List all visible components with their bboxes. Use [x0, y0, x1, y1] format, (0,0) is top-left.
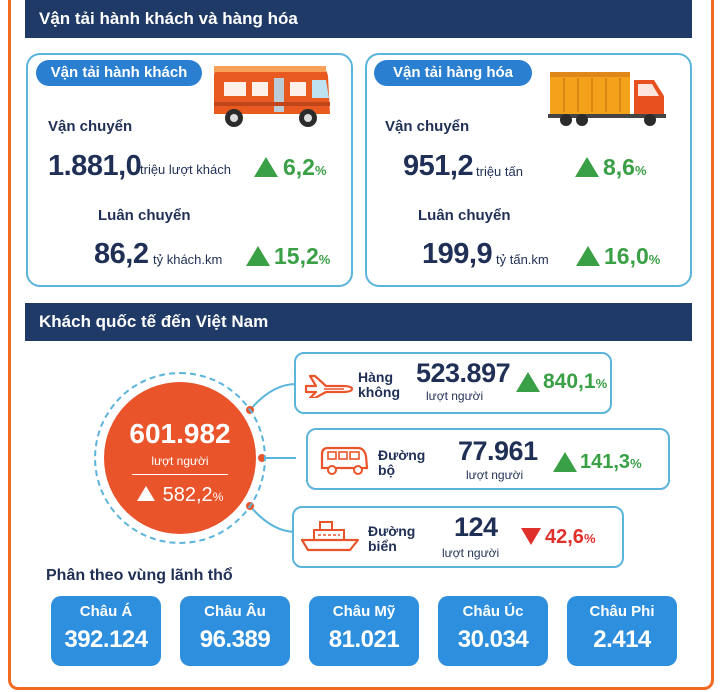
cargo-rotation-value: 199,9 [422, 238, 493, 270]
region-value: 96.389 [199, 626, 271, 653]
region-europe: Châu Âu 96.389 [180, 596, 290, 666]
region-value: 2.414 [593, 626, 651, 653]
region-name: Châu Úc [462, 603, 524, 620]
up-arrow-icon [575, 157, 599, 177]
region-value: 392.124 [64, 626, 148, 653]
passenger-rotation-label: Luân chuyển [98, 207, 191, 224]
mode-air-change: 840,1% [543, 370, 608, 393]
down-arrow-icon [521, 528, 541, 545]
cargo-carried-value: 951,2 [403, 150, 474, 182]
transport-section-header: Vận tải hành khách và hàng hóa [25, 0, 692, 38]
region-australia: Châu Úc 30.034 [438, 596, 548, 666]
visitors-section-header: Khách quốc tế đến Việt Nam [25, 303, 692, 341]
passenger-carried-value: 1.881,0 [48, 150, 142, 182]
total-visitors-ring [94, 372, 266, 544]
mode-sea-unit: lượt người [442, 546, 500, 560]
up-arrow-icon [576, 246, 600, 266]
total-visitors-value: 601.982 [129, 418, 231, 449]
cargo-rotation-label: Luân chuyển [418, 207, 511, 224]
passenger-rotation-value: 86,2 [94, 238, 149, 270]
mode-sea-box [292, 506, 624, 568]
mode-air-unit: lượt người [426, 389, 484, 403]
region-value: 81.021 [328, 626, 400, 653]
mode-air-name: Hàng không [358, 369, 400, 400]
total-visitors-change: 582,2% [104, 484, 256, 507]
van-icon [318, 444, 370, 476]
mode-road-unit: lượt người [466, 468, 524, 482]
mode-road-name: Đường bộ [378, 447, 426, 478]
circle-divider [132, 474, 228, 475]
cargo-carried-label: Vận chuyển [385, 118, 470, 135]
mode-air-value: 523.897 [416, 358, 511, 388]
region-america: Châu Mỹ 81.021 [309, 596, 419, 666]
up-arrow-icon [553, 452, 577, 472]
regions-title: Phân theo vùng lãnh thổ [46, 567, 233, 584]
cargo-carried-change: 8,6% [603, 154, 647, 180]
cargo-rotation-unit: tỷ tấn.km [496, 252, 549, 267]
ship-icon [300, 518, 360, 554]
infographic-frame [8, 0, 714, 690]
mode-sea-value: 124 [454, 512, 498, 542]
region-name: Châu Âu [204, 603, 266, 620]
mode-air-box [294, 352, 612, 414]
up-arrow-icon [246, 246, 270, 266]
airplane-icon [304, 368, 356, 398]
bus-icon [208, 62, 334, 130]
region-value: 30.034 [457, 626, 529, 653]
cargo-carried-unit: triệu tấn [476, 164, 523, 179]
region-name: Châu Mỹ [332, 603, 396, 620]
region-africa: Châu Phi 2.414 [567, 596, 677, 666]
mode-sea-change: 42,6% [545, 526, 596, 548]
cargo-rotation-change: 16,0% [604, 243, 661, 269]
region-asia: Châu Á 392.124 [51, 596, 161, 666]
passenger-carried-unit: triệu lượt khách [140, 162, 231, 177]
passenger-rotation-change: 15,2% [274, 243, 331, 269]
passenger-rotation-unit: tỷ khách.km [153, 252, 223, 267]
up-arrow-icon [516, 372, 540, 392]
truck-icon [546, 70, 672, 128]
passenger-carried-change: 6,2% [283, 154, 327, 180]
mode-road-change: 141,3% [580, 451, 642, 473]
mode-road-value: 77.961 [458, 436, 538, 466]
region-name: Châu Á [79, 603, 133, 620]
up-arrow-icon [136, 486, 155, 501]
total-visitors-unit: lượt người [151, 454, 209, 468]
passenger-carried-label: Vận chuyển [48, 118, 133, 135]
passenger-title: Vận tải hành khách [36, 60, 202, 86]
up-arrow-icon [254, 157, 278, 177]
total-visitors-circle: 601.982 lượt người 582,2% [104, 382, 256, 534]
mode-sea-name: Đường biển [368, 523, 416, 554]
cargo-title: Vận tải hàng hóa [374, 60, 532, 86]
region-name: Châu Phi [589, 603, 655, 620]
